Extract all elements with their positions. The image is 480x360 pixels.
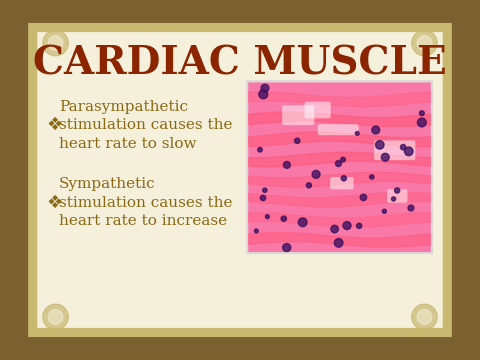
FancyBboxPatch shape xyxy=(304,102,331,118)
FancyBboxPatch shape xyxy=(374,140,415,160)
Circle shape xyxy=(259,90,268,99)
Text: Sympathetic
stimulation causes the
heart rate to increase: Sympathetic stimulation causes the heart… xyxy=(59,177,233,228)
Circle shape xyxy=(335,239,343,247)
Circle shape xyxy=(43,30,68,56)
Circle shape xyxy=(254,229,258,233)
Circle shape xyxy=(395,188,400,193)
Circle shape xyxy=(370,175,374,179)
Circle shape xyxy=(341,176,347,181)
FancyBboxPatch shape xyxy=(28,23,452,337)
Circle shape xyxy=(418,118,426,127)
Text: ❖: ❖ xyxy=(47,194,62,212)
Circle shape xyxy=(417,310,432,324)
Circle shape xyxy=(258,148,262,152)
Text: CARDIAC MUSCLE: CARDIAC MUSCLE xyxy=(33,44,447,82)
FancyBboxPatch shape xyxy=(318,124,359,135)
Circle shape xyxy=(306,183,312,188)
Circle shape xyxy=(281,216,287,221)
Circle shape xyxy=(265,215,269,219)
FancyBboxPatch shape xyxy=(37,32,443,328)
Circle shape xyxy=(298,218,307,227)
Circle shape xyxy=(420,111,424,116)
Circle shape xyxy=(283,243,291,252)
Circle shape xyxy=(357,223,362,229)
Circle shape xyxy=(355,131,359,135)
Circle shape xyxy=(412,30,437,56)
Circle shape xyxy=(381,153,389,161)
Circle shape xyxy=(295,138,300,144)
Circle shape xyxy=(417,36,432,50)
Circle shape xyxy=(283,161,290,168)
Circle shape xyxy=(412,304,437,330)
Circle shape xyxy=(392,197,396,201)
Circle shape xyxy=(360,194,367,201)
Circle shape xyxy=(331,225,338,233)
Circle shape xyxy=(43,304,68,330)
Circle shape xyxy=(343,221,351,230)
Circle shape xyxy=(382,209,386,213)
FancyBboxPatch shape xyxy=(282,105,314,125)
Circle shape xyxy=(263,188,267,192)
Circle shape xyxy=(48,36,63,50)
Circle shape xyxy=(404,147,413,156)
FancyBboxPatch shape xyxy=(248,82,431,252)
FancyBboxPatch shape xyxy=(330,177,354,189)
Circle shape xyxy=(400,144,406,150)
Circle shape xyxy=(408,205,414,211)
Circle shape xyxy=(375,141,384,149)
Circle shape xyxy=(336,161,341,167)
Text: ❖: ❖ xyxy=(47,116,62,134)
FancyBboxPatch shape xyxy=(387,189,408,203)
Circle shape xyxy=(312,170,320,178)
Circle shape xyxy=(261,84,269,92)
Circle shape xyxy=(260,195,266,201)
Circle shape xyxy=(341,157,346,162)
Text: Parasympathetic
stimulation causes the
heart rate to slow: Parasympathetic stimulation causes the h… xyxy=(59,100,233,150)
FancyBboxPatch shape xyxy=(247,81,432,253)
Circle shape xyxy=(372,126,380,134)
Circle shape xyxy=(48,310,63,324)
